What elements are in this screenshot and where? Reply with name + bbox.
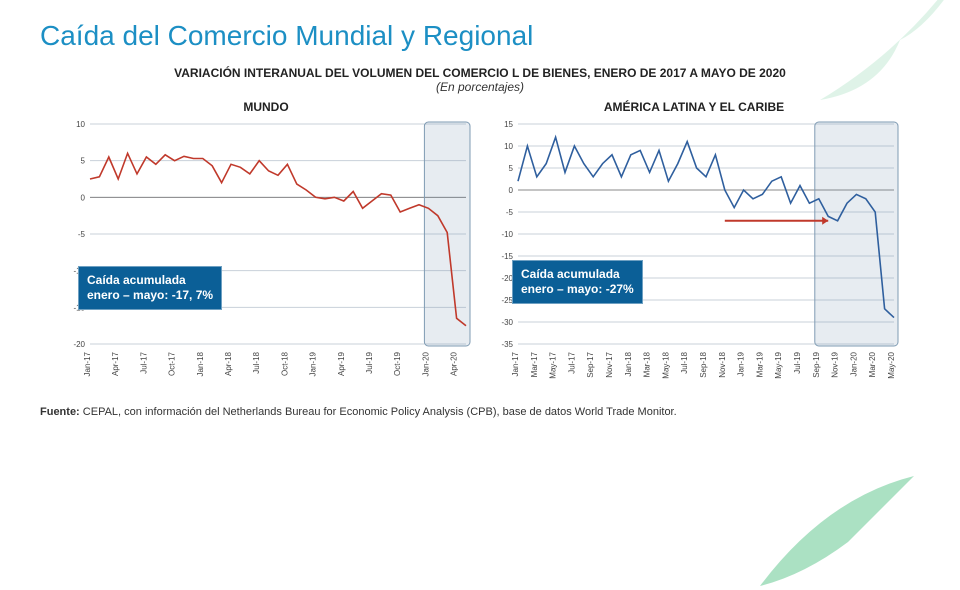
svg-text:-30: -30: [501, 318, 513, 327]
svg-text:Jan-20: Jan-20: [849, 351, 858, 376]
svg-text:Sep-19: Sep-19: [812, 351, 821, 377]
svg-text:Nov-19: Nov-19: [831, 351, 840, 377]
svg-text:5: 5: [509, 164, 514, 173]
svg-text:Oct-18: Oct-18: [280, 351, 289, 376]
svg-text:0: 0: [509, 186, 514, 195]
svg-text:Apr-17: Apr-17: [111, 351, 120, 376]
svg-text:Sep-18: Sep-18: [699, 351, 708, 377]
svg-text:Jul-17: Jul-17: [567, 351, 576, 373]
svg-text:-5: -5: [506, 208, 514, 217]
svg-text:Jan-20: Jan-20: [421, 351, 430, 376]
svg-text:Oct-17: Oct-17: [168, 351, 177, 376]
chart-right-title: AMÉRICA LATINA Y EL CARIBE: [484, 100, 904, 114]
callout-left-l1: Caída acumulada: [87, 273, 213, 288]
svg-text:May-20: May-20: [887, 351, 896, 378]
svg-text:Mar-17: Mar-17: [530, 351, 539, 377]
page-title: Caída del Comercio Mundial y Regional: [40, 20, 920, 52]
svg-text:Sep-17: Sep-17: [586, 351, 595, 377]
chart-left-title: MUNDO: [56, 100, 476, 114]
callout-left-l2: enero – mayo: -17, 7%: [87, 288, 213, 303]
svg-text:10: 10: [76, 120, 85, 129]
svg-text:Jul-19: Jul-19: [365, 351, 374, 373]
svg-text:Mar-18: Mar-18: [643, 351, 652, 377]
svg-text:May-17: May-17: [549, 351, 558, 378]
svg-text:Apr-19: Apr-19: [337, 351, 346, 376]
svg-text:Jan-19: Jan-19: [309, 351, 318, 376]
chart-source: Fuente: CEPAL, con información del Nethe…: [40, 406, 920, 418]
svg-text:Jul-19: Jul-19: [793, 351, 802, 373]
svg-text:Jan-17: Jan-17: [511, 351, 520, 376]
chart-frame: VARIACIÓN INTERANUAL DEL VOLUMEN DEL COM…: [40, 66, 920, 418]
svg-text:Jan-18: Jan-18: [196, 351, 205, 376]
svg-text:Mar-19: Mar-19: [755, 351, 764, 377]
chart-master-subtitle: (En porcentajes): [40, 80, 920, 94]
callout-right: Caída acumulada enero – mayo: -27%: [512, 260, 643, 304]
chart-right: AMÉRICA LATINA Y EL CARIBE -35-30-25-20-…: [484, 100, 904, 398]
chart-master-title: VARIACIÓN INTERANUAL DEL VOLUMEN DEL COM…: [40, 66, 920, 80]
svg-text:Jul-17: Jul-17: [139, 351, 148, 373]
svg-text:May-18: May-18: [661, 351, 670, 378]
slide: Caída del Comercio Mundial y Regional VA…: [0, 0, 960, 540]
svg-text:-5: -5: [78, 230, 86, 239]
svg-text:0: 0: [81, 193, 86, 202]
svg-text:-20: -20: [73, 340, 85, 349]
svg-text:-10: -10: [501, 230, 513, 239]
svg-text:Oct-19: Oct-19: [393, 351, 402, 376]
line-chart-lac: -35-30-25-20-15-10-5051015Jan-17Mar-17Ma…: [484, 118, 904, 398]
svg-text:Jul-18: Jul-18: [252, 351, 261, 373]
callout-right-l1: Caída acumulada: [521, 267, 634, 282]
svg-text:Apr-20: Apr-20: [450, 351, 459, 376]
svg-text:Jan-19: Jan-19: [737, 351, 746, 376]
callout-left: Caída acumulada enero – mayo: -17, 7%: [78, 266, 222, 310]
callout-right-l2: enero – mayo: -27%: [521, 282, 634, 297]
line-chart-world: -20-15-10-50510Jan-17Apr-17Jul-17Oct-17J…: [56, 118, 476, 398]
charts-row: MUNDO -20-15-10-50510Jan-17Apr-17Jul-17O…: [40, 100, 920, 398]
svg-text:Nov-17: Nov-17: [605, 351, 614, 377]
svg-text:Mar-20: Mar-20: [868, 351, 877, 377]
svg-text:5: 5: [81, 157, 86, 166]
svg-text:May-19: May-19: [774, 351, 783, 378]
svg-text:Apr-18: Apr-18: [224, 351, 233, 376]
decor-leaf-bottom: [760, 450, 960, 590]
svg-text:Jul-18: Jul-18: [680, 351, 689, 373]
svg-text:15: 15: [504, 120, 513, 129]
svg-text:-35: -35: [501, 340, 513, 349]
svg-text:Nov-18: Nov-18: [718, 351, 727, 377]
svg-text:10: 10: [504, 142, 513, 151]
chart-left: MUNDO -20-15-10-50510Jan-17Apr-17Jul-17O…: [56, 100, 476, 398]
svg-text:Jan-18: Jan-18: [624, 351, 633, 376]
svg-text:Jan-17: Jan-17: [83, 351, 92, 376]
